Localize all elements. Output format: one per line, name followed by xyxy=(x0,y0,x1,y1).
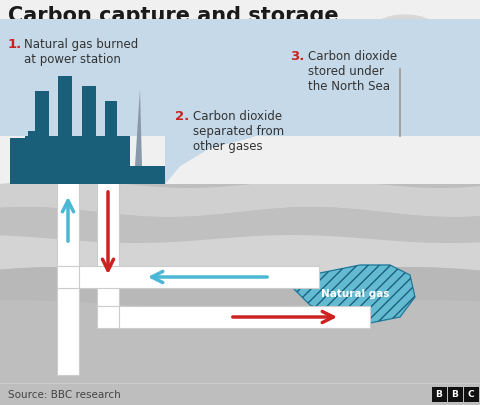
Text: 3.: 3. xyxy=(290,50,304,63)
Text: Carbon capture and storage: Carbon capture and storage xyxy=(8,6,338,26)
FancyBboxPatch shape xyxy=(82,87,96,166)
FancyBboxPatch shape xyxy=(97,174,119,328)
FancyBboxPatch shape xyxy=(57,174,79,375)
Text: 2.: 2. xyxy=(175,110,189,123)
Text: Carbon dioxide
stored under
the North Sea: Carbon dioxide stored under the North Se… xyxy=(308,50,397,93)
FancyBboxPatch shape xyxy=(97,306,370,328)
FancyBboxPatch shape xyxy=(464,386,479,401)
Ellipse shape xyxy=(402,30,458,62)
Ellipse shape xyxy=(350,30,410,66)
FancyBboxPatch shape xyxy=(58,77,72,166)
Ellipse shape xyxy=(380,40,450,68)
Polygon shape xyxy=(0,20,480,136)
Ellipse shape xyxy=(340,42,380,66)
Ellipse shape xyxy=(365,75,405,97)
FancyBboxPatch shape xyxy=(57,266,319,288)
Text: Natural gas burned
at power station: Natural gas burned at power station xyxy=(24,38,138,66)
Ellipse shape xyxy=(430,39,470,65)
FancyBboxPatch shape xyxy=(10,139,28,166)
Text: Source: BBC research: Source: BBC research xyxy=(8,389,121,399)
Polygon shape xyxy=(57,266,79,288)
FancyBboxPatch shape xyxy=(447,386,463,401)
Text: Carbon dioxide
separated from
other gases: Carbon dioxide separated from other gase… xyxy=(193,110,284,153)
FancyBboxPatch shape xyxy=(25,136,130,166)
FancyBboxPatch shape xyxy=(105,102,117,166)
Polygon shape xyxy=(0,267,480,308)
Polygon shape xyxy=(97,306,119,328)
FancyBboxPatch shape xyxy=(10,166,165,185)
Polygon shape xyxy=(0,207,480,243)
Text: B: B xyxy=(452,390,458,399)
Text: B: B xyxy=(435,390,443,399)
Polygon shape xyxy=(0,181,480,217)
Text: Natural gas: Natural gas xyxy=(321,288,389,298)
Ellipse shape xyxy=(385,83,415,99)
Polygon shape xyxy=(135,90,142,166)
Polygon shape xyxy=(165,20,480,185)
Polygon shape xyxy=(290,265,415,323)
FancyBboxPatch shape xyxy=(28,132,48,166)
Polygon shape xyxy=(0,185,480,405)
Text: C: C xyxy=(468,390,474,399)
Ellipse shape xyxy=(367,16,443,60)
Polygon shape xyxy=(0,235,480,277)
Polygon shape xyxy=(165,20,480,185)
FancyBboxPatch shape xyxy=(35,92,49,166)
FancyBboxPatch shape xyxy=(432,386,446,401)
Polygon shape xyxy=(165,20,480,185)
Ellipse shape xyxy=(354,82,386,100)
Text: 1.: 1. xyxy=(8,38,22,51)
